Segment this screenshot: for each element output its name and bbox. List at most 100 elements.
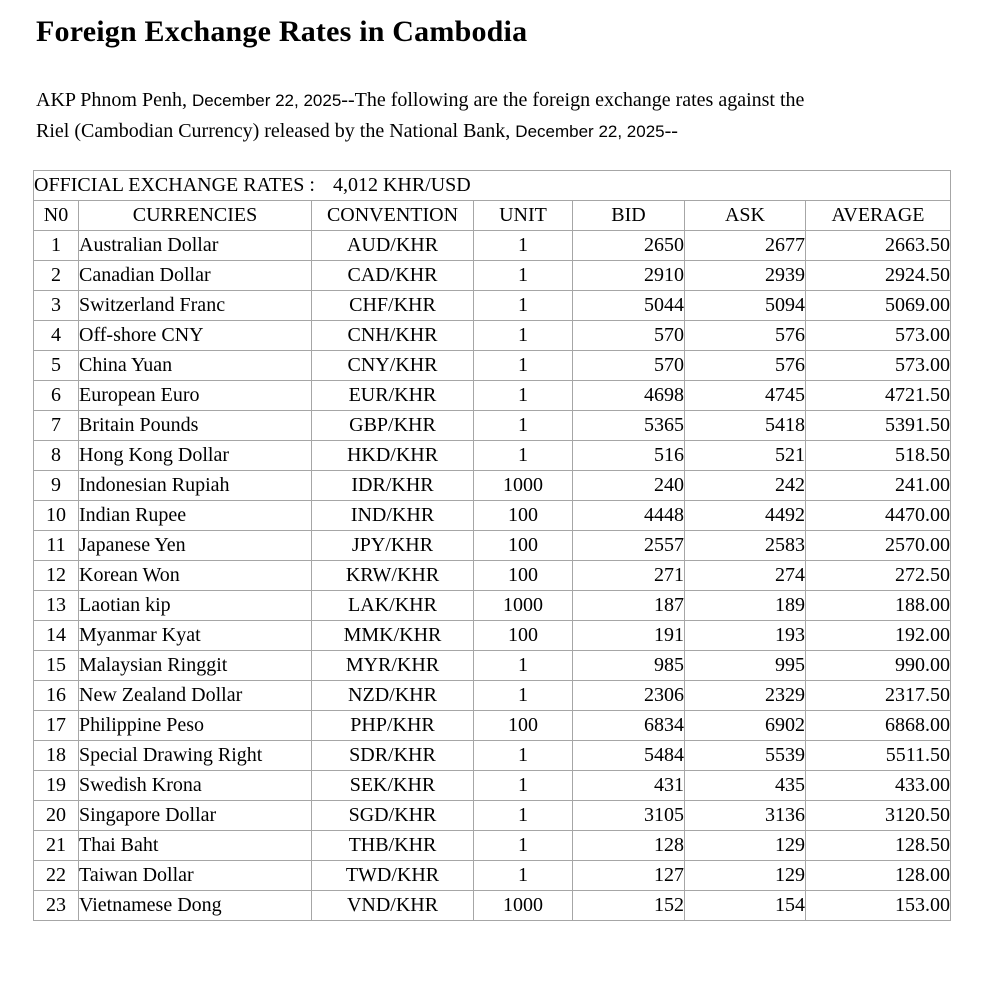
cell-no: 16 (33, 680, 79, 711)
cell-ask: 435 (684, 770, 806, 801)
cell-currency: Australian Dollar (78, 230, 312, 261)
table-row: 18 Special Drawing Right SDR/KHR 1 5484 … (33, 740, 952, 771)
cell-currency: Myanmar Kyat (78, 620, 312, 651)
cell-convention: SGD/KHR (311, 800, 474, 831)
cell-average: 4721.50 (804, 380, 952, 411)
header-currencies: CURRENCIES (78, 200, 312, 231)
cell-unit: 1 (473, 350, 573, 381)
cell-average: 2924.50 (804, 260, 952, 291)
cell-convention: JPY/KHR (311, 530, 474, 561)
cell-convention: MYR/KHR (311, 650, 474, 681)
cell-convention: EUR/KHR (311, 380, 474, 411)
cell-currency: Thai Baht (78, 830, 312, 861)
cell-unit: 1 (473, 830, 573, 861)
cell-average: 2317.50 (804, 680, 952, 711)
cell-ask: 5539 (684, 740, 806, 771)
cell-bid: 431 (572, 770, 685, 801)
cell-unit: 1 (473, 410, 573, 441)
table-row: 8 Hong Kong Dollar HKD/KHR 1 516 521 518… (33, 440, 952, 471)
table-row: 9 Indonesian Rupiah IDR/KHR 1000 240 242… (33, 470, 952, 501)
cell-bid: 4448 (572, 500, 685, 531)
table-row: 20 Singapore Dollar SGD/KHR 1 3105 3136 … (33, 800, 952, 831)
cell-convention: IDR/KHR (311, 470, 474, 501)
cell-no: 5 (33, 350, 79, 381)
cell-bid: 570 (572, 320, 685, 351)
cell-convention: NZD/KHR (311, 680, 474, 711)
cell-convention: THB/KHR (311, 830, 474, 861)
intro-text: Riel (Cambodian Currency) released by th… (36, 120, 516, 142)
cell-ask: 4492 (684, 500, 806, 531)
cell-unit: 100 (473, 620, 573, 651)
cell-bid: 2306 (572, 680, 685, 711)
table-row: 14 Myanmar Kyat MMK/KHR 100 191 193 192.… (33, 620, 952, 651)
cell-no: 2 (33, 260, 79, 291)
cell-no: 23 (33, 890, 79, 921)
cell-unit: 1 (473, 440, 573, 471)
cell-currency: Malaysian Ringgit (78, 650, 312, 681)
cell-unit: 1 (473, 800, 573, 831)
intro-paragraph: AKP Phnom Penh, December 22, 2025--The f… (36, 85, 951, 147)
cell-ask: 5418 (684, 410, 806, 441)
table-row: 5 China Yuan CNY/KHR 1 570 576 573.00 (33, 350, 952, 381)
table-row: 17 Philippine Peso PHP/KHR 100 6834 6902… (33, 710, 952, 741)
table-row: 16 New Zealand Dollar NZD/KHR 1 2306 232… (33, 680, 952, 711)
cell-bid: 516 (572, 440, 685, 471)
cell-convention: PHP/KHR (311, 710, 474, 741)
cell-bid: 2557 (572, 530, 685, 561)
table-row: 10 Indian Rupee IND/KHR 100 4448 4492 44… (33, 500, 952, 531)
cell-ask: 2677 (684, 230, 806, 261)
cell-ask: 521 (684, 440, 806, 471)
cell-currency: Indonesian Rupiah (78, 470, 312, 501)
header-bid: BID (572, 200, 685, 231)
official-rate-value: 4,012 KHR/USD (332, 174, 471, 196)
cell-no: 20 (33, 800, 79, 831)
cell-no: 19 (33, 770, 79, 801)
cell-ask: 4745 (684, 380, 806, 411)
intro-text: --The following are the foreign exchange… (341, 89, 805, 111)
cell-unit: 1 (473, 380, 573, 411)
cell-currency: Indian Rupee (78, 500, 312, 531)
cell-average: 6868.00 (804, 710, 952, 741)
cell-unit: 100 (473, 560, 573, 591)
table-row: 4 Off-shore CNY CNH/KHR 1 570 576 573.00 (33, 320, 952, 351)
table-row: 22 Taiwan Dollar TWD/KHR 1 127 129 128.0… (33, 860, 952, 891)
cell-currency: Hong Kong Dollar (78, 440, 312, 471)
cell-convention: AUD/KHR (311, 230, 474, 261)
cell-average: 128.00 (804, 860, 952, 891)
cell-convention: KRW/KHR (311, 560, 474, 591)
cell-average: 128.50 (804, 830, 952, 861)
table-row: 11 Japanese Yen JPY/KHR 100 2557 2583 25… (33, 530, 952, 561)
cell-currency: Special Drawing Right (78, 740, 312, 771)
cell-no: 21 (33, 830, 79, 861)
cell-unit: 1 (473, 740, 573, 771)
cell-no: 7 (33, 410, 79, 441)
cell-average: 5391.50 (804, 410, 952, 441)
cell-no: 10 (33, 500, 79, 531)
cell-ask: 576 (684, 350, 806, 381)
cell-convention: SDR/KHR (311, 740, 474, 771)
cell-currency: Laotian kip (78, 590, 312, 621)
cell-ask: 6902 (684, 710, 806, 741)
cell-currency: Off-shore CNY (78, 320, 312, 351)
cell-unit: 1 (473, 290, 573, 321)
official-rate-label: OFFICIAL EXCHANGE RATES : (34, 174, 315, 196)
cell-no: 12 (33, 560, 79, 591)
cell-unit: 1000 (473, 890, 573, 921)
cell-ask: 129 (684, 830, 806, 861)
cell-currency: Singapore Dollar (78, 800, 312, 831)
cell-average: 518.50 (804, 440, 952, 471)
cell-ask: 2329 (684, 680, 806, 711)
cell-average: 241.00 (804, 470, 952, 501)
cell-average: 5511.50 (804, 740, 952, 771)
cell-no: 9 (33, 470, 79, 501)
cell-no: 17 (33, 710, 79, 741)
cell-convention: SEK/KHR (311, 770, 474, 801)
table-row: 13 Laotian kip LAK/KHR 1000 187 189 188.… (33, 590, 952, 621)
cell-ask: 576 (684, 320, 806, 351)
cell-no: 8 (33, 440, 79, 471)
table-row: 2 Canadian Dollar CAD/KHR 1 2910 2939 29… (33, 260, 952, 291)
cell-bid: 570 (572, 350, 685, 381)
cell-convention: IND/KHR (311, 500, 474, 531)
cell-unit: 1 (473, 680, 573, 711)
cell-currency: China Yuan (78, 350, 312, 381)
